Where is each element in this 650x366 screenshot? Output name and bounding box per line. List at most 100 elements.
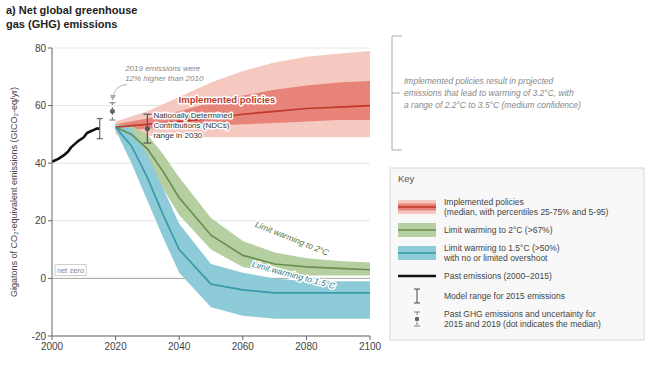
legend-label: Implemented policies(median, with percen…: [444, 197, 609, 217]
legend-swatch: [398, 223, 436, 237]
x-tick: [242, 336, 243, 340]
range-label: Nationally DeterminedContributions (NDCs…: [153, 111, 232, 140]
band: [116, 124, 370, 318]
grid-line: [52, 336, 370, 337]
x-tick-label: 2080: [295, 341, 318, 352]
text-line: Limit warming to 1.5°C (>50%): [444, 243, 560, 253]
legend-swatch-cap: [414, 288, 420, 289]
y-tick-label: 40: [35, 158, 47, 169]
x-tick-label: 2060: [232, 341, 255, 352]
text-line: 2000: [41, 341, 64, 352]
y-tick: [48, 105, 52, 106]
text-line: 2020: [104, 341, 127, 352]
side-annotation: Implemented policies result in projected…: [404, 76, 581, 110]
range-cap: [143, 114, 151, 115]
series-label: Limit warming to 2°C: [254, 219, 331, 258]
legend-box: [390, 168, 644, 340]
text-line: 2100: [359, 341, 382, 352]
legend-swatch-inner: [398, 204, 436, 211]
text-line: Implemented policies: [179, 94, 276, 105]
legend-swatch-point: [415, 317, 419, 321]
y-axis-label: Gigatons of CO₂-equivalent emissions (Gt…: [9, 87, 19, 297]
text-line: a range of 2.2°C to 3.5°C (medium confid…: [404, 100, 581, 110]
legend-swatch-cap: [414, 302, 420, 303]
legend-label: Limit warming to 1.5°C (>50%)with no or …: [443, 243, 560, 263]
text-line: 2040: [168, 341, 191, 352]
text-line: 20: [35, 215, 47, 226]
error-cap: [97, 138, 103, 139]
x-tick: [52, 336, 53, 340]
text-line: Nationally Determined: [153, 111, 232, 120]
grid-line: [52, 163, 370, 164]
title: a) Net global greenhousegas (GHG) emissi…: [6, 4, 137, 30]
bracket: [392, 36, 402, 150]
y-tick: [48, 48, 52, 49]
y-tick: [48, 163, 52, 164]
y-axis-line: [52, 48, 53, 336]
legend-swatch-band: [398, 246, 436, 260]
text-line: Past emissions (2000–2015): [444, 271, 552, 281]
text-line: Gigatons of CO₂-equivalent emissions (Gt…: [9, 87, 19, 297]
text-line: -20: [32, 331, 47, 342]
grid-line: [52, 48, 370, 49]
legend-title: Key: [398, 173, 415, 184]
legend-swatch-cap: [414, 325, 420, 326]
chart: a) Net global greenhousegas (GHG) emissi…: [0, 0, 650, 366]
series-label: Implemented policies: [179, 94, 276, 105]
line: [52, 129, 100, 162]
legend-swatch: [398, 246, 436, 260]
band-inner: [116, 81, 370, 130]
legend-swatch-line: [398, 252, 436, 254]
text-line: (median, with percentiles 25-75% and 5-9…: [444, 207, 609, 217]
legend-swatch-cap: [414, 311, 420, 312]
legend-swatch-line: [398, 229, 436, 231]
text-line: emissions that lead to warming of 3.2°C,…: [404, 88, 574, 98]
range-midpoint: [145, 126, 150, 131]
median-line: [116, 127, 370, 293]
annotation-arrow: [112, 85, 127, 100]
error-bar: [99, 119, 100, 139]
y-tick: [48, 278, 52, 279]
legend-swatch: [414, 312, 420, 326]
text-line: net zero: [57, 266, 84, 275]
y-tick-label: 60: [35, 100, 47, 111]
error-cap: [97, 118, 103, 119]
text-line: 0: [40, 273, 46, 284]
y-tick-label: 20: [35, 215, 47, 226]
text-line: 2019 emissions were: [124, 64, 201, 73]
legend-label: Limit warming to 2°C (>67%): [444, 225, 553, 235]
text-line: 2060: [232, 341, 255, 352]
y-tick-label: 80: [35, 43, 47, 54]
band-outer: [116, 51, 370, 137]
annotation: 2019 emissions were12% higher than 2010: [124, 64, 204, 83]
x-tick: [115, 336, 116, 340]
x-tick-label: 2040: [168, 341, 191, 352]
series-label: Limit warming to 1.5°C: [251, 259, 337, 291]
text-line: gas (GHG) emissions: [6, 18, 117, 30]
legend-swatch: [414, 289, 420, 303]
text-line: 2080: [295, 341, 318, 352]
text-line: Contributions (NDCs): [153, 121, 229, 130]
legend-swatch-bar: [416, 289, 417, 303]
x-tick-label: 2100: [359, 341, 382, 352]
plot-area: [52, 51, 370, 319]
text-line: Implemented policies result in projected: [404, 76, 554, 86]
legend-swatch: [398, 276, 436, 277]
legend-swatch: [398, 200, 436, 214]
text-line: Limit warming to 2°C (>67%): [444, 225, 553, 235]
x-tick: [179, 336, 180, 340]
point: [110, 109, 115, 114]
x-tick-label: 2020: [104, 341, 127, 352]
text-line: 12% higher than 2010: [125, 74, 204, 83]
y-tick-label: 0: [40, 273, 46, 284]
reference-label: net zero: [57, 266, 84, 275]
reference-label-box: [55, 265, 86, 276]
legend-label: Past emissions (2000–2015): [444, 271, 552, 281]
legend-label: Past GHG emissions and uncertainty for20…: [444, 309, 601, 329]
legend-swatch-band: [398, 223, 436, 237]
x-tick: [306, 336, 307, 340]
y-tick: [48, 220, 52, 221]
legend-swatch-line: [398, 275, 436, 278]
x-tick-label: 2000: [41, 341, 64, 352]
error-cap: [109, 119, 115, 120]
